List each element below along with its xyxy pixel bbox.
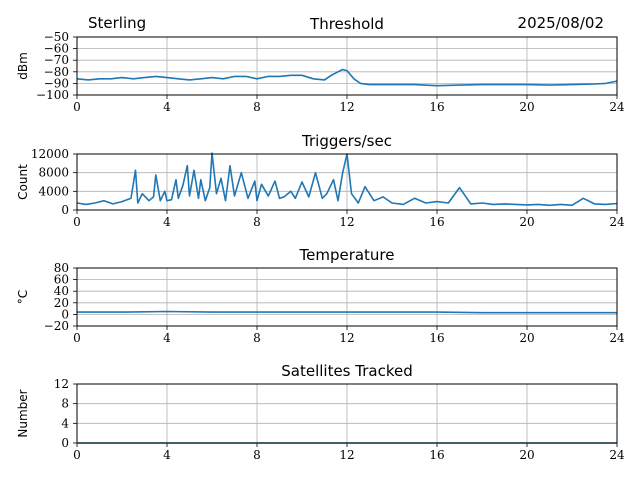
x-tick-label: 8 (253, 100, 261, 114)
panel-title: Triggers/sec (301, 132, 392, 150)
x-tick-label: 4 (163, 100, 171, 114)
x-tick-label: 8 (253, 448, 261, 462)
x-tick-label: 20 (519, 448, 534, 462)
x-tick-label: 8 (253, 331, 261, 345)
panel-1: Threshold dBm 0 4 8 12 16 20 24 −100−90−80−70−60−… (16, 15, 625, 114)
y-axis-label: Count (16, 164, 30, 200)
panel-title: Temperature (298, 246, 394, 264)
y-tick-label: 80 (54, 261, 69, 275)
x-tick-label: 24 (609, 331, 625, 345)
plot-frame (76, 383, 618, 444)
y-tick-label: 0 (61, 307, 69, 321)
x-tick-label: 0 (73, 331, 81, 345)
series-line (77, 310, 617, 314)
x-tick-label: 24 (609, 100, 625, 114)
y-axis-label: Number (16, 389, 30, 437)
y-tick-label: 40 (54, 284, 69, 298)
x-tick-label: 24 (609, 215, 625, 229)
y-tick-label: 0 (61, 436, 69, 450)
x-tick-label: 4 (163, 331, 171, 345)
x-tick-label: 4 (163, 448, 171, 462)
y-tick-label: −100 (36, 88, 69, 102)
y-tick-label: 12 (54, 377, 69, 391)
x-tick-label: 16 (429, 448, 444, 462)
y-tick-label: −70 (44, 53, 69, 67)
x-tick-label: 4 (163, 215, 171, 229)
x-tick-label: 16 (429, 215, 444, 229)
x-tick-label: 0 (73, 215, 81, 229)
date-label: 2025/08/02 (518, 14, 604, 32)
y-tick-label: −60 (44, 42, 69, 56)
y-axis-label: dBm (16, 52, 30, 80)
plot-frame (76, 153, 618, 211)
x-tick-label: 16 (429, 331, 444, 345)
x-tick-label: 12 (339, 331, 354, 345)
y-tick-label: −90 (44, 76, 69, 90)
panel-2: Triggers/sec Count 0 4 8 12 16 20 24 0 4000 8000 120… (16, 132, 625, 229)
y-tick-label: 0 (61, 203, 69, 217)
plot-frame (76, 267, 618, 327)
y-axis-label: °C (16, 290, 30, 304)
y-tick-label: 8 (61, 397, 69, 411)
x-tick-label: 20 (519, 215, 534, 229)
station-label: Sterling (88, 14, 146, 32)
y-tick-label: 20 (54, 296, 69, 310)
y-tick-label: −80 (44, 65, 69, 79)
y-tick-label: 12000 (31, 147, 69, 161)
x-tick-label: 12 (339, 100, 354, 114)
x-tick-label: 20 (519, 100, 534, 114)
panel-title: Satellites Tracked (281, 362, 412, 380)
x-tick-label: 12 (339, 448, 354, 462)
panel-title: Threshold (309, 15, 384, 33)
x-tick-label: 0 (73, 100, 81, 114)
y-tick-label: 8000 (38, 166, 69, 180)
series-line (76, 152, 618, 207)
y-tick-label: −20 (44, 319, 69, 333)
x-tick-label: 24 (609, 448, 625, 462)
series-line (76, 68, 618, 87)
x-tick-label: 20 (519, 331, 534, 345)
x-tick-label: 16 (429, 100, 444, 114)
x-tick-label: 0 (73, 448, 81, 462)
y-tick-label: −50 (44, 30, 69, 44)
panel-4: Satellites Tracked Number 0 4 8 12 16 20 24 0 4 8 12 (16, 362, 625, 462)
y-tick-label: 4000 (38, 184, 69, 198)
x-tick-label: 8 (253, 215, 261, 229)
y-tick-label: 4 (61, 416, 69, 430)
x-tick-label: 12 (339, 215, 354, 229)
y-tick-label: 60 (54, 273, 69, 287)
plot-frame (76, 36, 618, 96)
